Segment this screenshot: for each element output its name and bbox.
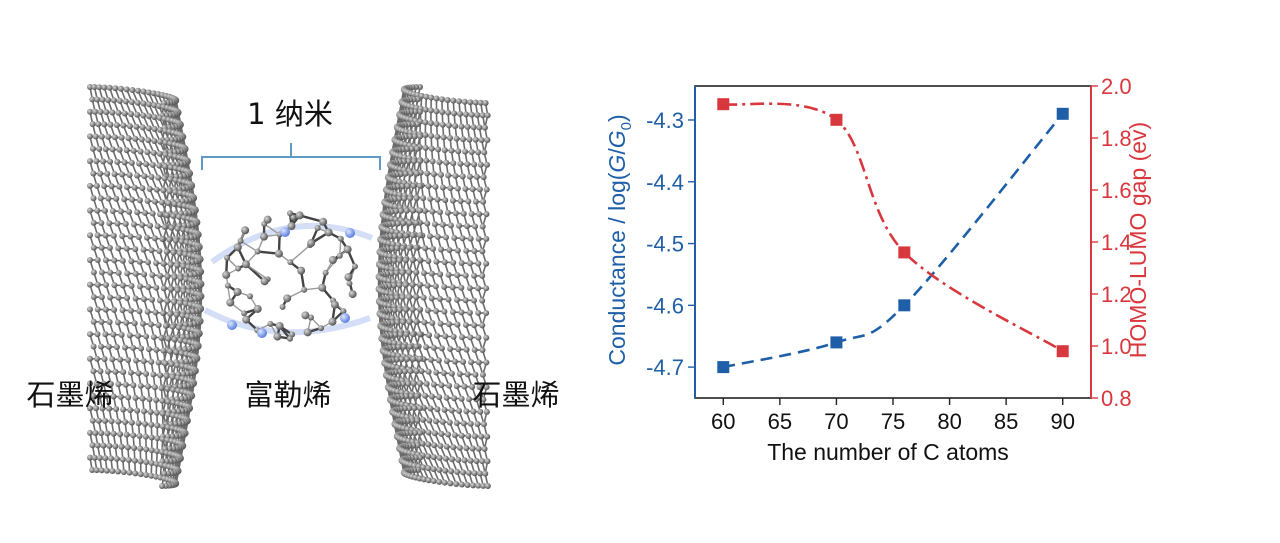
graphene-right-label: 石墨烯 (472, 378, 559, 412)
graphene-right-sheet (375, 84, 491, 489)
x-tick-label: 85 (994, 409, 1018, 434)
right-tick-label: 1.0 (1101, 334, 1132, 359)
molecular-junction-illustration: 1 纳米 石墨烯 富勒烯 石墨烯 (26, 84, 560, 489)
data-point-gap (1056, 345, 1069, 358)
x-tick-label: 70 (824, 409, 848, 434)
x-tick-label: 80 (937, 409, 961, 434)
left-tick-label: -4.4 (646, 170, 684, 195)
scale-label: 1 纳米 (247, 97, 333, 131)
right-tick-label: 1.2 (1101, 282, 1132, 307)
x-axis-label: The number of C atoms (767, 439, 1009, 465)
x-tick-label: 60 (711, 409, 735, 434)
data-point-gap (830, 113, 843, 126)
left-tick-label: -4.6 (646, 293, 684, 318)
data-point-conductance (830, 336, 843, 349)
fullerene-label: 富勒烯 (244, 378, 331, 412)
x-axis-ticks: 60 65 70 75 80 85 90 (711, 398, 1075, 434)
right-tick-label: 2.0 (1101, 74, 1132, 99)
graphene-left-label: 石墨烯 (26, 378, 113, 412)
x-tick-label: 65 (768, 409, 792, 434)
right-tick-label: 1.4 (1101, 230, 1132, 255)
left-axis-ticks: -4.7 -4.6 -4.5 -4.4 -4.3 (646, 86, 696, 398)
right-axis-label: HOMO-LUMO gap (ev) (1125, 122, 1151, 358)
data-point-conductance (717, 361, 730, 374)
fullerene-molecule (222, 210, 359, 342)
series-line-gap (723, 102, 1064, 353)
plot-frame (694, 85, 1092, 399)
graphene-left-sheet (87, 84, 205, 489)
x-tick-label: 75 (881, 409, 905, 434)
conductance-gap-chart: 60 65 70 75 80 85 90 -4.7 -4.6 -4.5 -4.4 -4.3 0.8 1… (604, 74, 1151, 465)
series-lines (723, 102, 1064, 369)
nanometer-scale-bracket (201, 143, 381, 170)
x-tick-label: 90 (1050, 409, 1074, 434)
left-tick-label: -4.7 (646, 355, 684, 380)
left-tick-label: -4.5 (646, 232, 684, 257)
right-tick-label: 0.8 (1101, 386, 1132, 411)
right-tick-label: 1.6 (1101, 178, 1132, 203)
data-point-gap (898, 246, 911, 259)
right-tick-label: 1.8 (1101, 126, 1132, 151)
series-line-conductance (723, 112, 1064, 369)
left-axis-label: Conductance / log(G/G0) (604, 114, 635, 365)
right-axis-ticks: 0.8 1.0 1.2 1.4 1.6 1.8 2.0 (1090, 74, 1132, 411)
data-point-conductance (1056, 107, 1069, 120)
data-point-gap (717, 98, 730, 111)
left-tick-label: -4.3 (646, 108, 684, 133)
series-markers (717, 98, 1069, 374)
data-point-conductance (898, 299, 911, 312)
